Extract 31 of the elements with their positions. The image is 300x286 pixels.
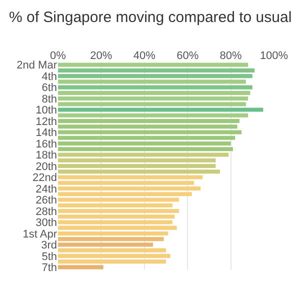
y-tick-label: 6th bbox=[42, 82, 57, 94]
y-tick-label: 8th bbox=[42, 93, 57, 106]
y-tick-label: 16th bbox=[36, 138, 57, 150]
y-tick-label: 5th bbox=[42, 250, 57, 263]
x-tick-label: 40% bbox=[133, 50, 156, 62]
y-tick-label: 2nd Mar bbox=[16, 60, 58, 72]
y-tick-label: 10th bbox=[36, 104, 57, 117]
x-tick-label: 100% bbox=[260, 50, 288, 62]
x-tick-label: 60% bbox=[176, 50, 199, 62]
x-tick-label: 20% bbox=[90, 50, 112, 62]
bar bbox=[58, 85, 252, 90]
y-tick-label: 26th bbox=[36, 194, 57, 207]
bar bbox=[58, 80, 246, 84]
y-tick-label: 7th bbox=[42, 262, 57, 274]
y-tick-label: 24th bbox=[36, 183, 57, 196]
chart-title: % of Singapore moving compared to usual bbox=[9, 8, 292, 26]
y-tick-label: 3rd bbox=[41, 240, 57, 252]
x-tick-label: 80% bbox=[220, 50, 242, 62]
y-tick-label: 28th bbox=[36, 206, 57, 218]
x-tick-label: 0% bbox=[50, 50, 66, 62]
y-tick-label: 20th bbox=[36, 160, 57, 173]
bar bbox=[58, 108, 264, 112]
bar bbox=[58, 265, 104, 270]
y-tick-label: 18th bbox=[36, 150, 57, 162]
y-tick-label: 12th bbox=[36, 116, 57, 128]
y-tick-label: 1st Apr bbox=[22, 228, 58, 240]
y-tick-label: 4th bbox=[42, 70, 57, 83]
y-tick-label: 14th bbox=[36, 127, 57, 140]
bar bbox=[58, 62, 248, 67]
y-tick-label: 30th bbox=[36, 217, 57, 230]
y-tick-label: 22nd bbox=[32, 172, 57, 184]
